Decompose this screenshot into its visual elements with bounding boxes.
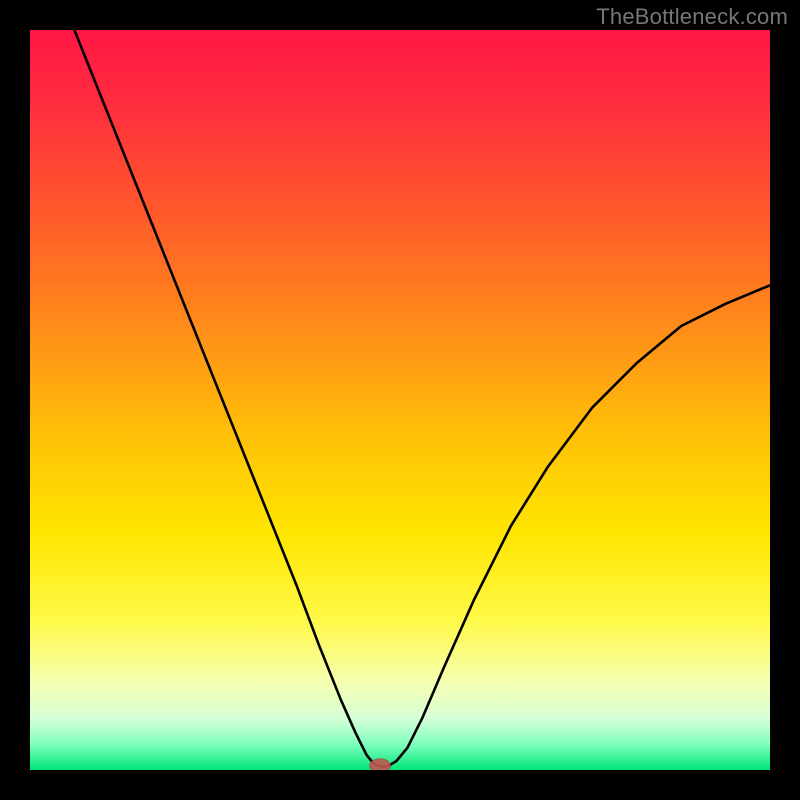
watermark-text: TheBottleneck.com [596, 4, 788, 30]
chart-frame: TheBottleneck.com [0, 0, 800, 800]
plot-svg [30, 30, 770, 770]
plot-area [30, 30, 770, 770]
gradient-background [30, 30, 770, 770]
marker-dot [370, 759, 391, 770]
